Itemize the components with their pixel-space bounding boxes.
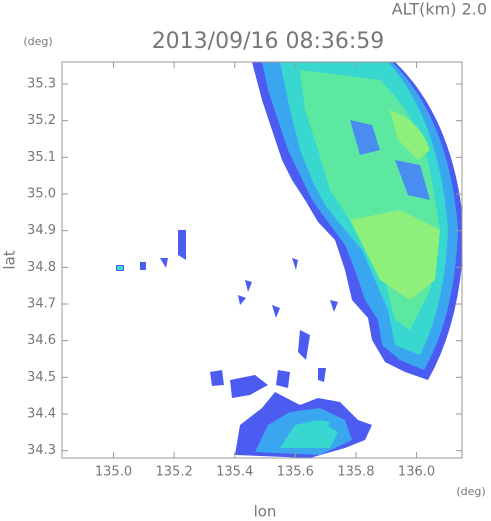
y-tick-label: 34.7: [27, 297, 56, 312]
y-tick-label: 35.3: [27, 77, 56, 92]
y-tick-label: 34.3: [27, 443, 56, 458]
y-tick-label: 34.4: [27, 407, 56, 422]
y-tick-label: 35.2: [27, 113, 56, 128]
x-tick-label: 135.8: [337, 465, 374, 480]
altitude-label: ALT(km) 2.0: [392, 0, 487, 19]
y-tick-label: 35.0: [27, 187, 56, 202]
y-tick-label: 35.1: [27, 150, 56, 165]
x-tick-label: 136.0: [398, 465, 435, 480]
x-tick-label: 135.2: [156, 465, 193, 480]
radar-echo: [116, 62, 462, 458]
x-tick-label: 135.6: [277, 465, 314, 480]
x-tick-label: 135.0: [95, 465, 132, 480]
x-unit: (deg): [456, 485, 485, 498]
y-tick-label: 34.5: [27, 370, 56, 385]
x-axis-label: lon: [254, 503, 277, 521]
y-tick-label: 34.9: [27, 223, 56, 238]
y-tick-label: 34.8: [27, 260, 56, 275]
y-axis-label: lat: [1, 250, 19, 269]
chart-title: 2013/09/16 08:36:59: [152, 29, 385, 54]
y-unit: (deg): [23, 35, 52, 48]
x-tick-label: 135.4: [216, 465, 253, 480]
y-tick-label: 34.6: [27, 333, 56, 348]
plot-frame: [61, 61, 463, 459]
